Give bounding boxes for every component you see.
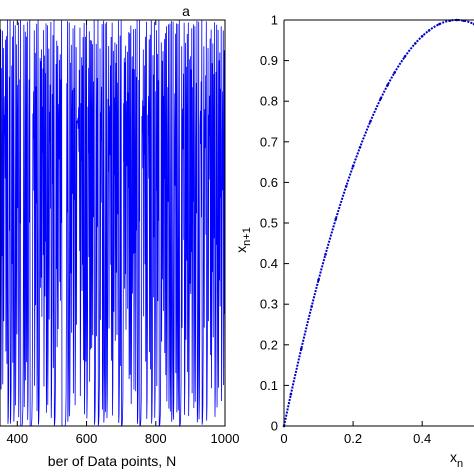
left-series-line: [0, 19, 226, 428]
left-x-tick-label: 600: [76, 431, 98, 446]
right-y-tick-label: 0.3: [260, 297, 278, 312]
right-y-tick-label: 0.5: [260, 216, 278, 231]
left-plot-frame: [0, 19, 226, 427]
right-y-axis-label: xn+1: [233, 227, 253, 253]
right-y-tick-label: 0.8: [260, 94, 278, 109]
right-y-tick-label: 1: [271, 13, 278, 28]
left-panel-label: a: [182, 3, 190, 19]
left-x-axis-label: ber of Data points, N: [48, 453, 176, 469]
left-x-ticks: 400 600 800 1000: [6, 20, 239, 446]
right-x-tick-label: 0: [280, 431, 287, 446]
left-x-tick-label: 1000: [211, 431, 240, 446]
left-x-tick-label: 800: [145, 431, 167, 446]
right-y-axis-label-subscript: n+1: [241, 227, 253, 246]
right-x-axis-label: xn: [450, 449, 463, 470]
right-y-tick-label: 0.9: [260, 53, 278, 68]
right-x-tick-label: 0.4: [413, 431, 431, 446]
right-x-ticks: 0 0.2 0.4: [280, 421, 431, 446]
right-y-tick-label: 0.4: [260, 256, 278, 271]
right-x-axis-label-subscript: n: [457, 458, 463, 470]
right-y-tick-label: 0: [271, 419, 278, 434]
right-series-curve: [283, 18, 474, 427]
left-series-path: [0, 19, 226, 428]
right-panel: 0 0.2 0.4 00.10.20.30.40.50.60.70.80.91 xn…: [233, 13, 474, 470]
right-series-points: [282, 18, 474, 428]
left-panel: 400 600 800 1000 a ber of Data points, N: [0, 3, 239, 469]
right-x-axis-label-base: x: [450, 449, 457, 465]
left-x-tick-label: 400: [6, 431, 28, 446]
right-y-ticks: 0 0.1 0.2 0.3 0.4 0.5 0.6 0.7 0.8 0.9 1: [260, 13, 289, 434]
right-y-tick-label: 0.7: [260, 134, 278, 149]
right-y-tick-label: 0.1: [260, 378, 278, 393]
right-y-axis-label-base: x: [233, 246, 249, 253]
right-y-tick-label: 0.2: [260, 337, 278, 352]
right-y-tick-label: 0.6: [260, 175, 278, 190]
right-x-tick-label: 0.2: [344, 431, 362, 446]
